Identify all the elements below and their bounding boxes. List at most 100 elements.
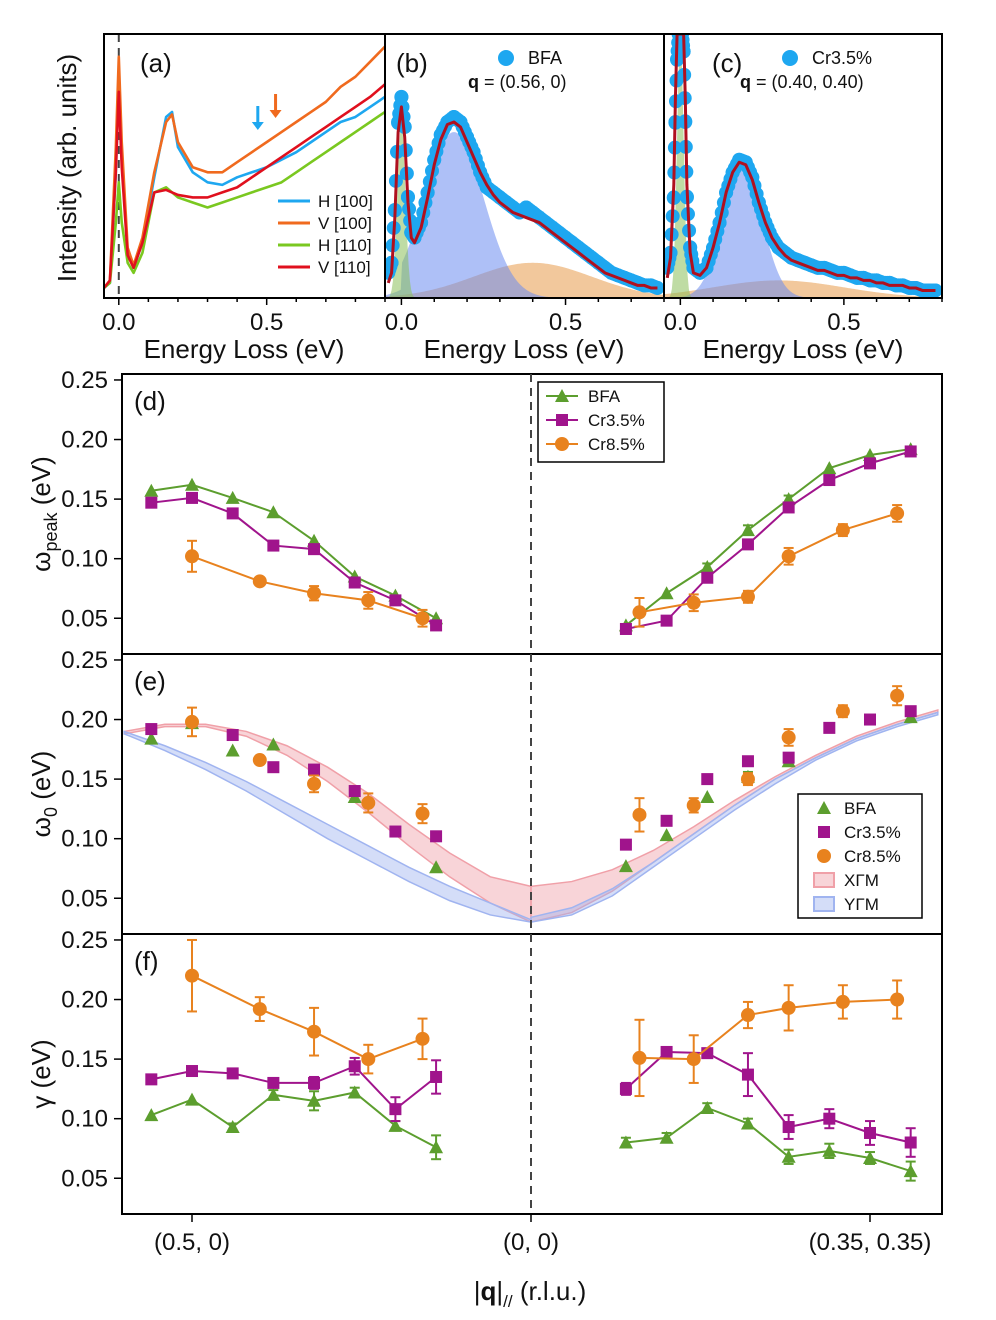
panel-b-plot: [385, 89, 664, 298]
panel-c-legend-label: Cr3.5%: [812, 48, 872, 68]
panel-e-y-tick-label: 0.15: [61, 766, 108, 793]
panel-a-plot: [104, 34, 385, 298]
triangle-marker: [307, 1093, 322, 1107]
panel-c-q-value: = (0.40, 0.40): [751, 72, 864, 92]
panel-d-y-tick-label: 0.15: [61, 486, 108, 513]
circle-marker: [740, 1008, 755, 1023]
panel-c-x-axis-title: Energy Loss (eV): [703, 334, 904, 364]
legend-label: H [100]: [318, 192, 373, 211]
legend-label: BFA: [588, 387, 621, 406]
panel-b-x-ticks: 0.0 0.5: [385, 298, 665, 336]
square-marker: [904, 1136, 917, 1149]
series-line: [191, 974, 423, 1061]
series-line-h-110-: [104, 110, 385, 289]
triangle-marker: [225, 743, 240, 757]
triangle-marker: [659, 1130, 674, 1144]
panel-d-y-tick-label: 0.20: [61, 427, 108, 454]
panel-a-y-axis-title: Intensity (arb. units): [52, 54, 82, 282]
magnon-peak-fill: [385, 132, 664, 298]
series-line: [625, 1106, 911, 1173]
square-marker: [308, 763, 321, 776]
triangle-marker: [225, 490, 240, 504]
series-line: [151, 1065, 437, 1111]
series-line: [625, 1050, 911, 1144]
circle-marker: [632, 807, 647, 822]
panel-d-plot: [144, 442, 918, 635]
square-marker: [430, 830, 443, 843]
fit-line: [665, 34, 936, 292]
series-line: [151, 483, 437, 620]
circle-marker: [307, 586, 322, 601]
circle-marker: [415, 1031, 430, 1046]
square-marker: [660, 614, 673, 627]
circle-marker: [252, 753, 267, 768]
panel-c: (c) Cr3.5% q = (0.40, 0.40) 0.0 0.5 Energ…: [663, 33, 943, 364]
panel-d-y-axis-main: ω: [26, 552, 56, 572]
triangle-marker: [740, 1116, 755, 1130]
panel-b-q-label: q = (0.56, 0): [468, 72, 567, 92]
square-marker: [186, 491, 198, 504]
panel-f-y-tick-label: 0.05: [61, 1165, 108, 1192]
legend-label: V [110]: [318, 258, 371, 277]
panel-e-y-tick-label: 0.25: [61, 647, 108, 674]
panel-e-y-tick-label: 0.10: [61, 826, 108, 853]
square-marker: [389, 1103, 402, 1116]
triangle-marker: [822, 1143, 837, 1157]
legend-band-swatch: [813, 896, 835, 912]
panel-f-y-tick-label: 0.20: [61, 987, 108, 1014]
square-marker: [267, 1076, 280, 1089]
panel-d-legend: BFA Cr3.5% Cr8.5%: [537, 381, 665, 463]
square-marker: [741, 538, 754, 551]
panel-f-plot: [144, 938, 918, 1182]
square-marker: [389, 825, 402, 838]
series-line-v-110-: [104, 83, 385, 289]
panel-f-label: (f): [134, 946, 159, 976]
circle-marker: [361, 795, 376, 810]
panel-c-q-symbol: q: [740, 72, 751, 92]
panel-c-x-tick-label: 0.0: [664, 309, 697, 336]
panel-e-y-axis-main: ω: [26, 817, 56, 837]
legend-label: Cr8.5%: [588, 435, 645, 454]
circle-marker: [632, 1050, 647, 1065]
panel-f-y-tick-label: 0.10: [61, 1106, 108, 1133]
panel-e-plot: [123, 685, 939, 924]
circle-marker: [781, 730, 796, 745]
square-marker: [348, 1060, 361, 1073]
circle-marker: [415, 611, 430, 626]
triangle-marker: [144, 731, 159, 745]
square-marker: [741, 755, 754, 768]
panel-f-x-axis-title: |q|// (r.l.u.): [474, 1276, 587, 1311]
panel-b-x-axis-title: Energy Loss (eV): [424, 334, 625, 364]
panel-b-q-value: = (0.56, 0): [479, 72, 567, 92]
legend-label: XΓM: [844, 871, 879, 890]
dispersion-band: [123, 730, 532, 923]
dispersion-band: [530, 711, 939, 923]
triangle-marker: [388, 1118, 403, 1132]
panel-f-y-tick-label: 0.25: [61, 927, 108, 954]
panel-b-x-tick-label: 0.5: [549, 309, 582, 336]
triangle-marker: [817, 801, 831, 814]
panel-f-x-tick-label: (0.35, 0.35): [809, 1229, 932, 1256]
panel-a-legend: H [100] V [100] H [110] V [110]: [278, 192, 373, 277]
arrow-head-icon: [269, 110, 282, 118]
series-line: [625, 448, 911, 627]
panel-f-x-ticks: (0.5, 0) (0, 0) (0.35, 0.35): [154, 1214, 931, 1256]
panel-b: (b) BFA q = (0.56, 0) 0.0 0.5 Energy Loss…: [384, 33, 665, 364]
square-marker: [145, 496, 158, 509]
square-marker: [904, 445, 917, 458]
panel-f-y-axis-main: γ: [26, 1096, 56, 1109]
legend-label: V [100]: [318, 214, 372, 233]
circle-marker: [781, 549, 796, 564]
circle-marker: [686, 595, 701, 610]
panel-f-x-axis-bar: |: [496, 1276, 503, 1306]
square-marker: [741, 1068, 754, 1081]
triangle-marker: [781, 1149, 796, 1163]
panel-d: (d) 0.05 0.10 0.15 0.20 0.25 ωpeak (eV) BFA C…: [26, 367, 943, 655]
panel-c-x-ticks: 0.0 0.5: [664, 298, 943, 336]
square-marker: [186, 1065, 198, 1078]
triangle-marker: [618, 1135, 633, 1149]
panel-a: (a) 0.0 0.5 Intensity (arb. units) Energy…: [52, 33, 386, 364]
triangle-marker: [555, 389, 569, 402]
panel-d-y-axis-title: ωpeak (eV): [26, 456, 61, 572]
